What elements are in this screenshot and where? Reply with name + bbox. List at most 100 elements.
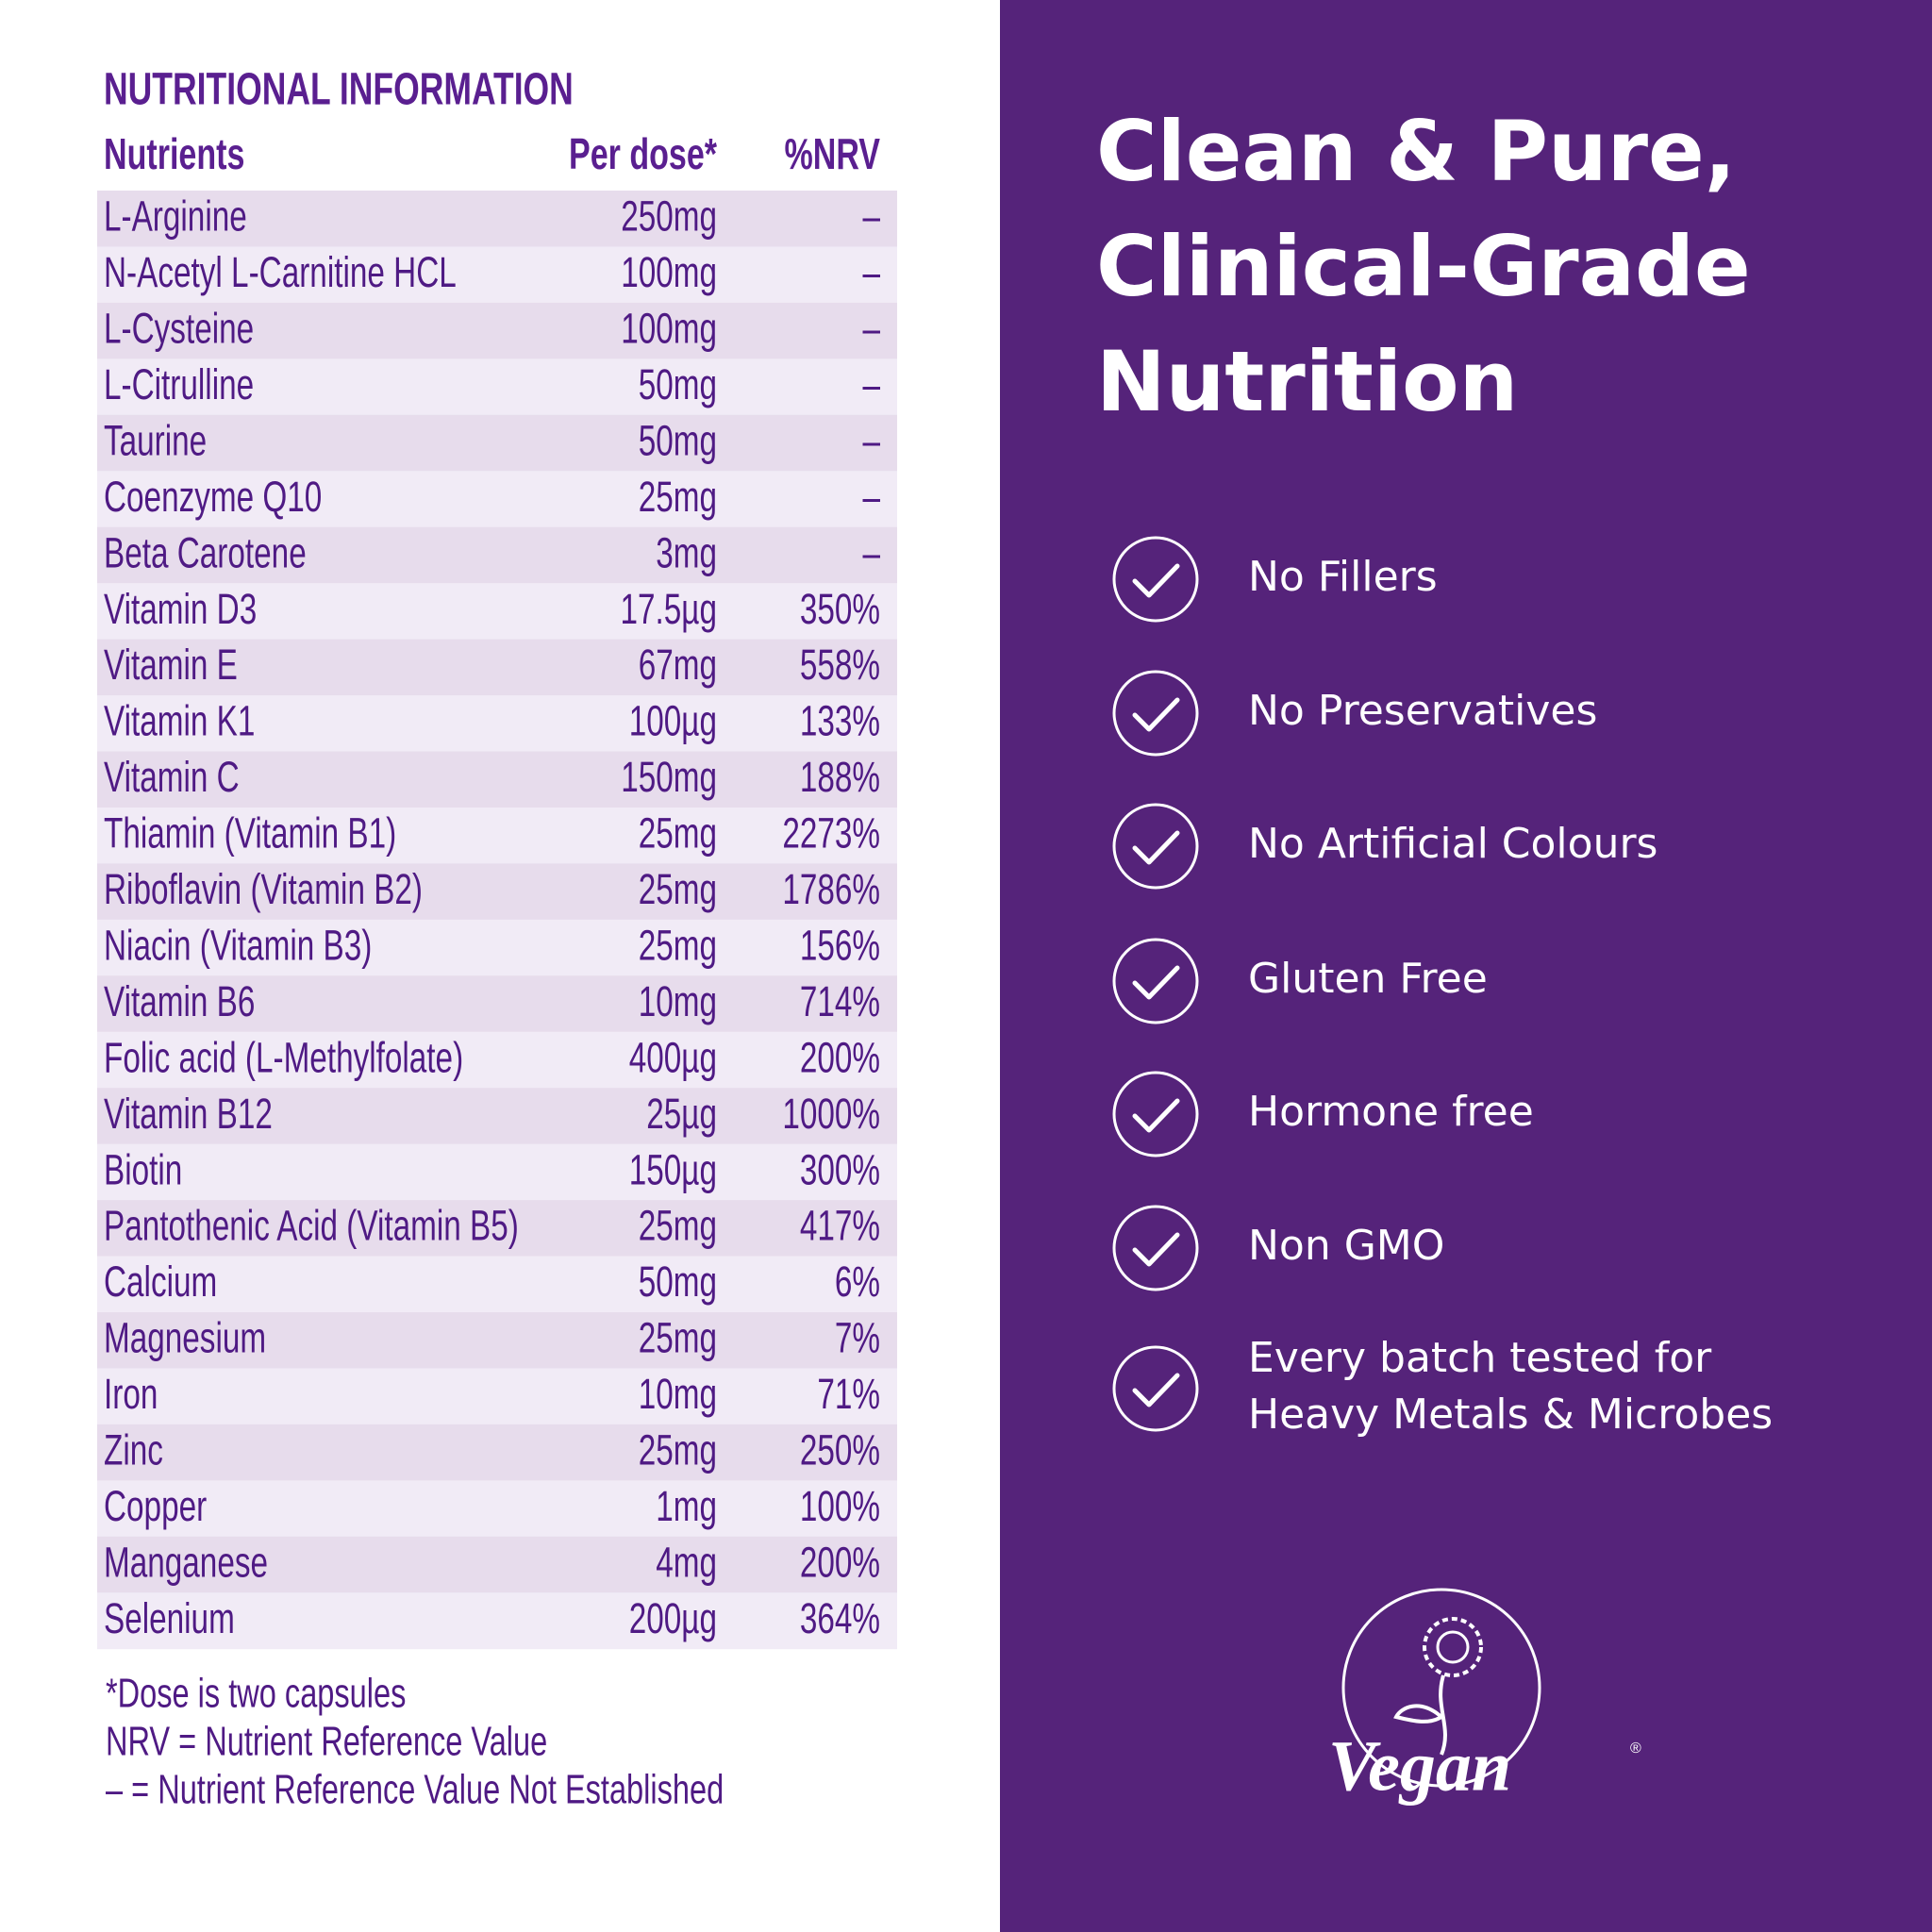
table-row [97,807,897,864]
table-row [97,1424,897,1481]
dose: 100µg [629,698,717,745]
nrv: – [862,418,880,465]
nutrient-name: Taurine [104,418,207,465]
nrv: 188% [800,754,880,801]
dose: 67mg [639,641,717,689]
table-row [97,1592,897,1650]
nrv: 200% [800,1035,880,1082]
vegan-logo [1341,1588,1541,1788]
check-icon [1112,938,1199,1024]
nutrient-name: Thiamin (Vitamin B1) [104,810,396,858]
dose: 25mg [639,1203,717,1250]
nrv: 558% [800,641,880,689]
nutrient-name: Biotin [104,1146,182,1193]
nutrient-name: Calcium [104,1258,217,1306]
headline: Clinical-Grade [1096,218,1751,315]
nrv: – [862,474,880,521]
nutrient-name: Vitamin D3 [104,586,257,633]
dose: 4mg [656,1540,717,1587]
dose: 10mg [639,978,717,1025]
check-mark [1132,1098,1180,1133]
dose: 400µg [629,1035,717,1082]
nutrient-name: L-Arginine [104,193,247,241]
table-row [97,1312,897,1369]
dose: 150µg [629,1146,717,1193]
table-row [97,695,897,752]
check-mark [1132,830,1180,865]
nrv: 6% [835,1258,880,1306]
table-row [97,1256,897,1313]
dose: 50mg [639,361,717,408]
dose: 200µg [629,1595,717,1642]
nutrient-name: Vitamin E [104,641,238,689]
check-icon [1112,1205,1199,1291]
check-icon [1112,1345,1199,1432]
nrv: – [862,306,880,353]
check-mark [1132,1373,1180,1407]
table-row [97,1480,897,1538]
table-row [97,414,897,472]
nrv: 100% [800,1483,880,1530]
nutrient-name: Vitamin B12 [104,1091,273,1138]
column-header: %NRV [784,129,880,178]
table-row [97,526,897,584]
dose: 250mg [621,193,717,241]
nrv: 133% [800,698,880,745]
nrv: 7% [835,1315,880,1362]
headline: Clean & Pure, [1096,103,1736,200]
check-mark [1132,563,1180,598]
nrv: – [862,249,880,296]
dose: 25mg [639,1427,717,1474]
nrv: – [862,530,880,577]
table-row [97,358,897,416]
nutrient-name: Coenzyme Q10 [104,474,322,521]
right-panel [1000,0,1932,1932]
feature-label: No Artificial Colours [1248,820,1657,868]
column-header: Per dose* [569,129,717,178]
dose: 1mg [656,1483,717,1530]
nutrient-name: Magnesium [104,1315,266,1362]
table-row [97,1536,897,1593]
table-row [97,919,897,976]
table-row [97,583,897,641]
check-icon [1112,803,1199,890]
dose: 3mg [656,530,717,577]
nrv: 71% [817,1371,880,1418]
nrv: 300% [800,1146,880,1193]
dose: 25mg [639,1315,717,1362]
footnote: – = Nutrient Reference Value Not Establi… [106,1767,724,1813]
dose: 150mg [621,754,717,801]
check-mark [1132,697,1180,732]
check-icon [1112,670,1199,757]
feature-label: No Preservatives [1248,687,1597,735]
table-row [97,246,897,304]
feature-label: Hormone free [1248,1088,1534,1136]
dose: 25µg [646,1091,717,1138]
dose: 25mg [639,923,717,970]
nrv: 250% [800,1427,880,1474]
headline: Nutrition [1096,333,1518,430]
nutrient-name: Copper [104,1483,207,1530]
table-row [97,1200,897,1257]
nutrient-name: Manganese [104,1540,268,1587]
logo-mark: ® [1630,1740,1641,1757]
check-mark [1132,965,1180,1000]
check-mark [1132,1232,1180,1267]
nrv: 1000% [782,1091,880,1138]
dose: 100mg [621,249,717,296]
nutrient-name: Vitamin K1 [104,698,255,745]
table-title: NUTRITIONAL INFORMATION [104,63,574,113]
feature-label: Every batch tested for [1248,1334,1712,1382]
nrv: 714% [800,978,880,1025]
table-row [97,1031,897,1089]
nutrient-name: Iron [104,1371,158,1418]
table-row [97,639,897,696]
nutrient-name: N-Acetyl L-Carnitine HCL [104,249,457,296]
nutrient-name: Folic acid (L-Methylfolate) [104,1035,463,1082]
column-header: Nutrients [104,129,244,178]
dose: 50mg [639,1258,717,1306]
dose: 25mg [639,810,717,858]
dose: 25mg [639,866,717,913]
logo-text: Vegan [1328,1726,1511,1806]
nrv: 2273% [782,810,880,858]
